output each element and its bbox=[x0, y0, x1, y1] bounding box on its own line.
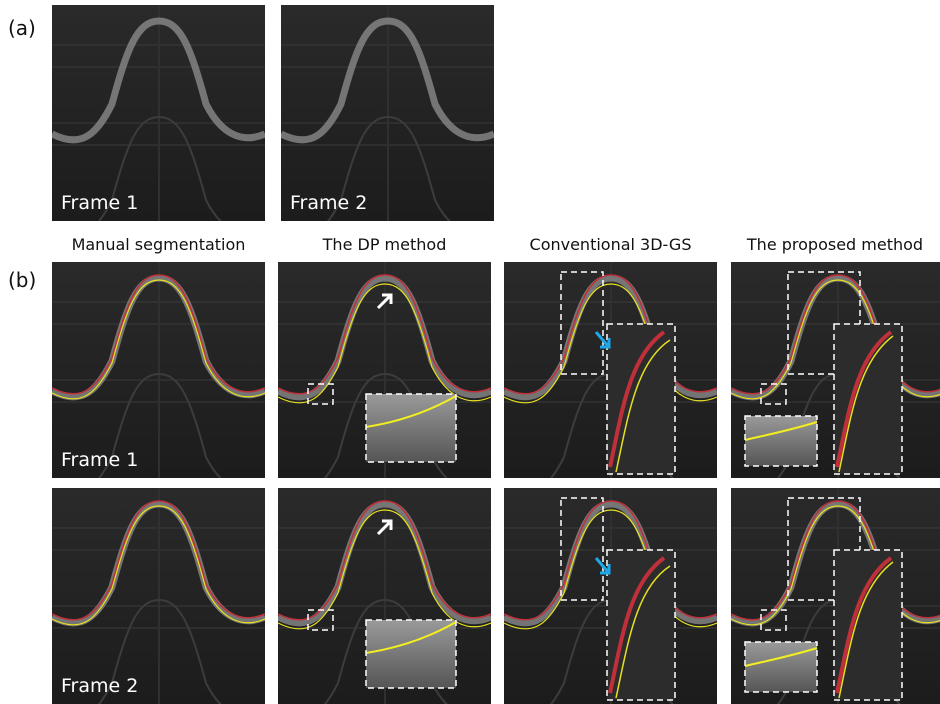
arrow bbox=[376, 519, 393, 536]
inset-yellow bbox=[615, 339, 671, 473]
tissue bbox=[52, 17, 265, 144]
tissue bbox=[278, 500, 491, 627]
inset-yellow bbox=[838, 335, 894, 473]
inset-line bbox=[744, 421, 818, 441]
oct-image bbox=[52, 5, 265, 221]
roi-box bbox=[560, 497, 604, 601]
yellow-boundary bbox=[278, 509, 491, 630]
inset bbox=[607, 324, 675, 474]
inset-red bbox=[608, 330, 666, 468]
roi-box bbox=[787, 497, 861, 601]
panel-label: (b) bbox=[8, 268, 36, 292]
inset-box bbox=[606, 549, 676, 701]
roi-box bbox=[760, 609, 787, 631]
oct-image bbox=[52, 488, 265, 704]
inset bbox=[834, 324, 902, 474]
column-header: The DP method bbox=[322, 235, 447, 254]
tissue bbox=[281, 17, 494, 144]
inset-box bbox=[606, 323, 676, 475]
frame-label: Frame 2 bbox=[290, 192, 367, 214]
roi-box bbox=[307, 383, 334, 405]
red-boundary bbox=[278, 274, 491, 395]
column-header: The proposed method bbox=[746, 235, 923, 254]
oct-image bbox=[52, 262, 265, 478]
inset-box bbox=[833, 323, 903, 475]
inset bbox=[834, 550, 902, 700]
inset-box bbox=[365, 619, 457, 689]
oct-image bbox=[278, 262, 491, 478]
tissue-inner bbox=[97, 372, 222, 478]
inset-yellow bbox=[615, 565, 671, 699]
inset-red bbox=[608, 556, 666, 694]
arrow bbox=[376, 293, 393, 310]
inset-red bbox=[835, 556, 893, 694]
column-header: Conventional 3D-GS bbox=[530, 235, 692, 254]
tissue-inner bbox=[326, 115, 451, 221]
inset-box bbox=[365, 393, 457, 463]
roi-box bbox=[787, 271, 861, 375]
tissue-inner bbox=[323, 372, 448, 478]
tissue-inner bbox=[97, 115, 222, 221]
inset-box bbox=[833, 549, 903, 701]
inset-yellow bbox=[838, 561, 894, 699]
panel-label: (a) bbox=[8, 16, 36, 40]
frame-label: Frame 1 bbox=[61, 449, 138, 471]
red-boundary bbox=[278, 500, 491, 621]
roi-box bbox=[760, 383, 787, 405]
inset-line bbox=[744, 647, 818, 667]
inset bbox=[366, 394, 456, 462]
red-boundary bbox=[52, 500, 265, 621]
inset bbox=[745, 642, 817, 692]
oct-image bbox=[281, 5, 494, 221]
roi-box bbox=[307, 609, 334, 631]
frame-label: Frame 1 bbox=[61, 192, 138, 214]
inset bbox=[745, 416, 817, 466]
inset-line bbox=[365, 621, 457, 654]
frame-label: Frame 2 bbox=[61, 675, 138, 697]
oct-image bbox=[731, 262, 940, 478]
oct-image bbox=[504, 262, 717, 478]
oct-image bbox=[278, 488, 491, 704]
yellow-boundary bbox=[52, 505, 265, 626]
tissue-inner bbox=[323, 598, 448, 704]
red-boundary bbox=[52, 274, 265, 395]
tissue bbox=[52, 500, 265, 627]
inset-box bbox=[744, 641, 818, 693]
arrow bbox=[594, 331, 611, 349]
tissue bbox=[52, 274, 265, 401]
arrow bbox=[594, 557, 611, 575]
inset-red bbox=[835, 330, 893, 468]
yellow-boundary bbox=[278, 283, 491, 404]
column-header: Manual segmentation bbox=[72, 235, 246, 254]
roi-box bbox=[560, 271, 604, 375]
inset bbox=[607, 550, 675, 700]
inset bbox=[366, 620, 456, 688]
inset-box bbox=[744, 415, 818, 467]
yellow-boundary bbox=[52, 279, 265, 400]
oct-image bbox=[504, 488, 717, 704]
tissue-inner bbox=[97, 598, 222, 704]
tissue bbox=[278, 274, 491, 401]
oct-image bbox=[731, 488, 940, 704]
inset-line bbox=[365, 395, 457, 428]
